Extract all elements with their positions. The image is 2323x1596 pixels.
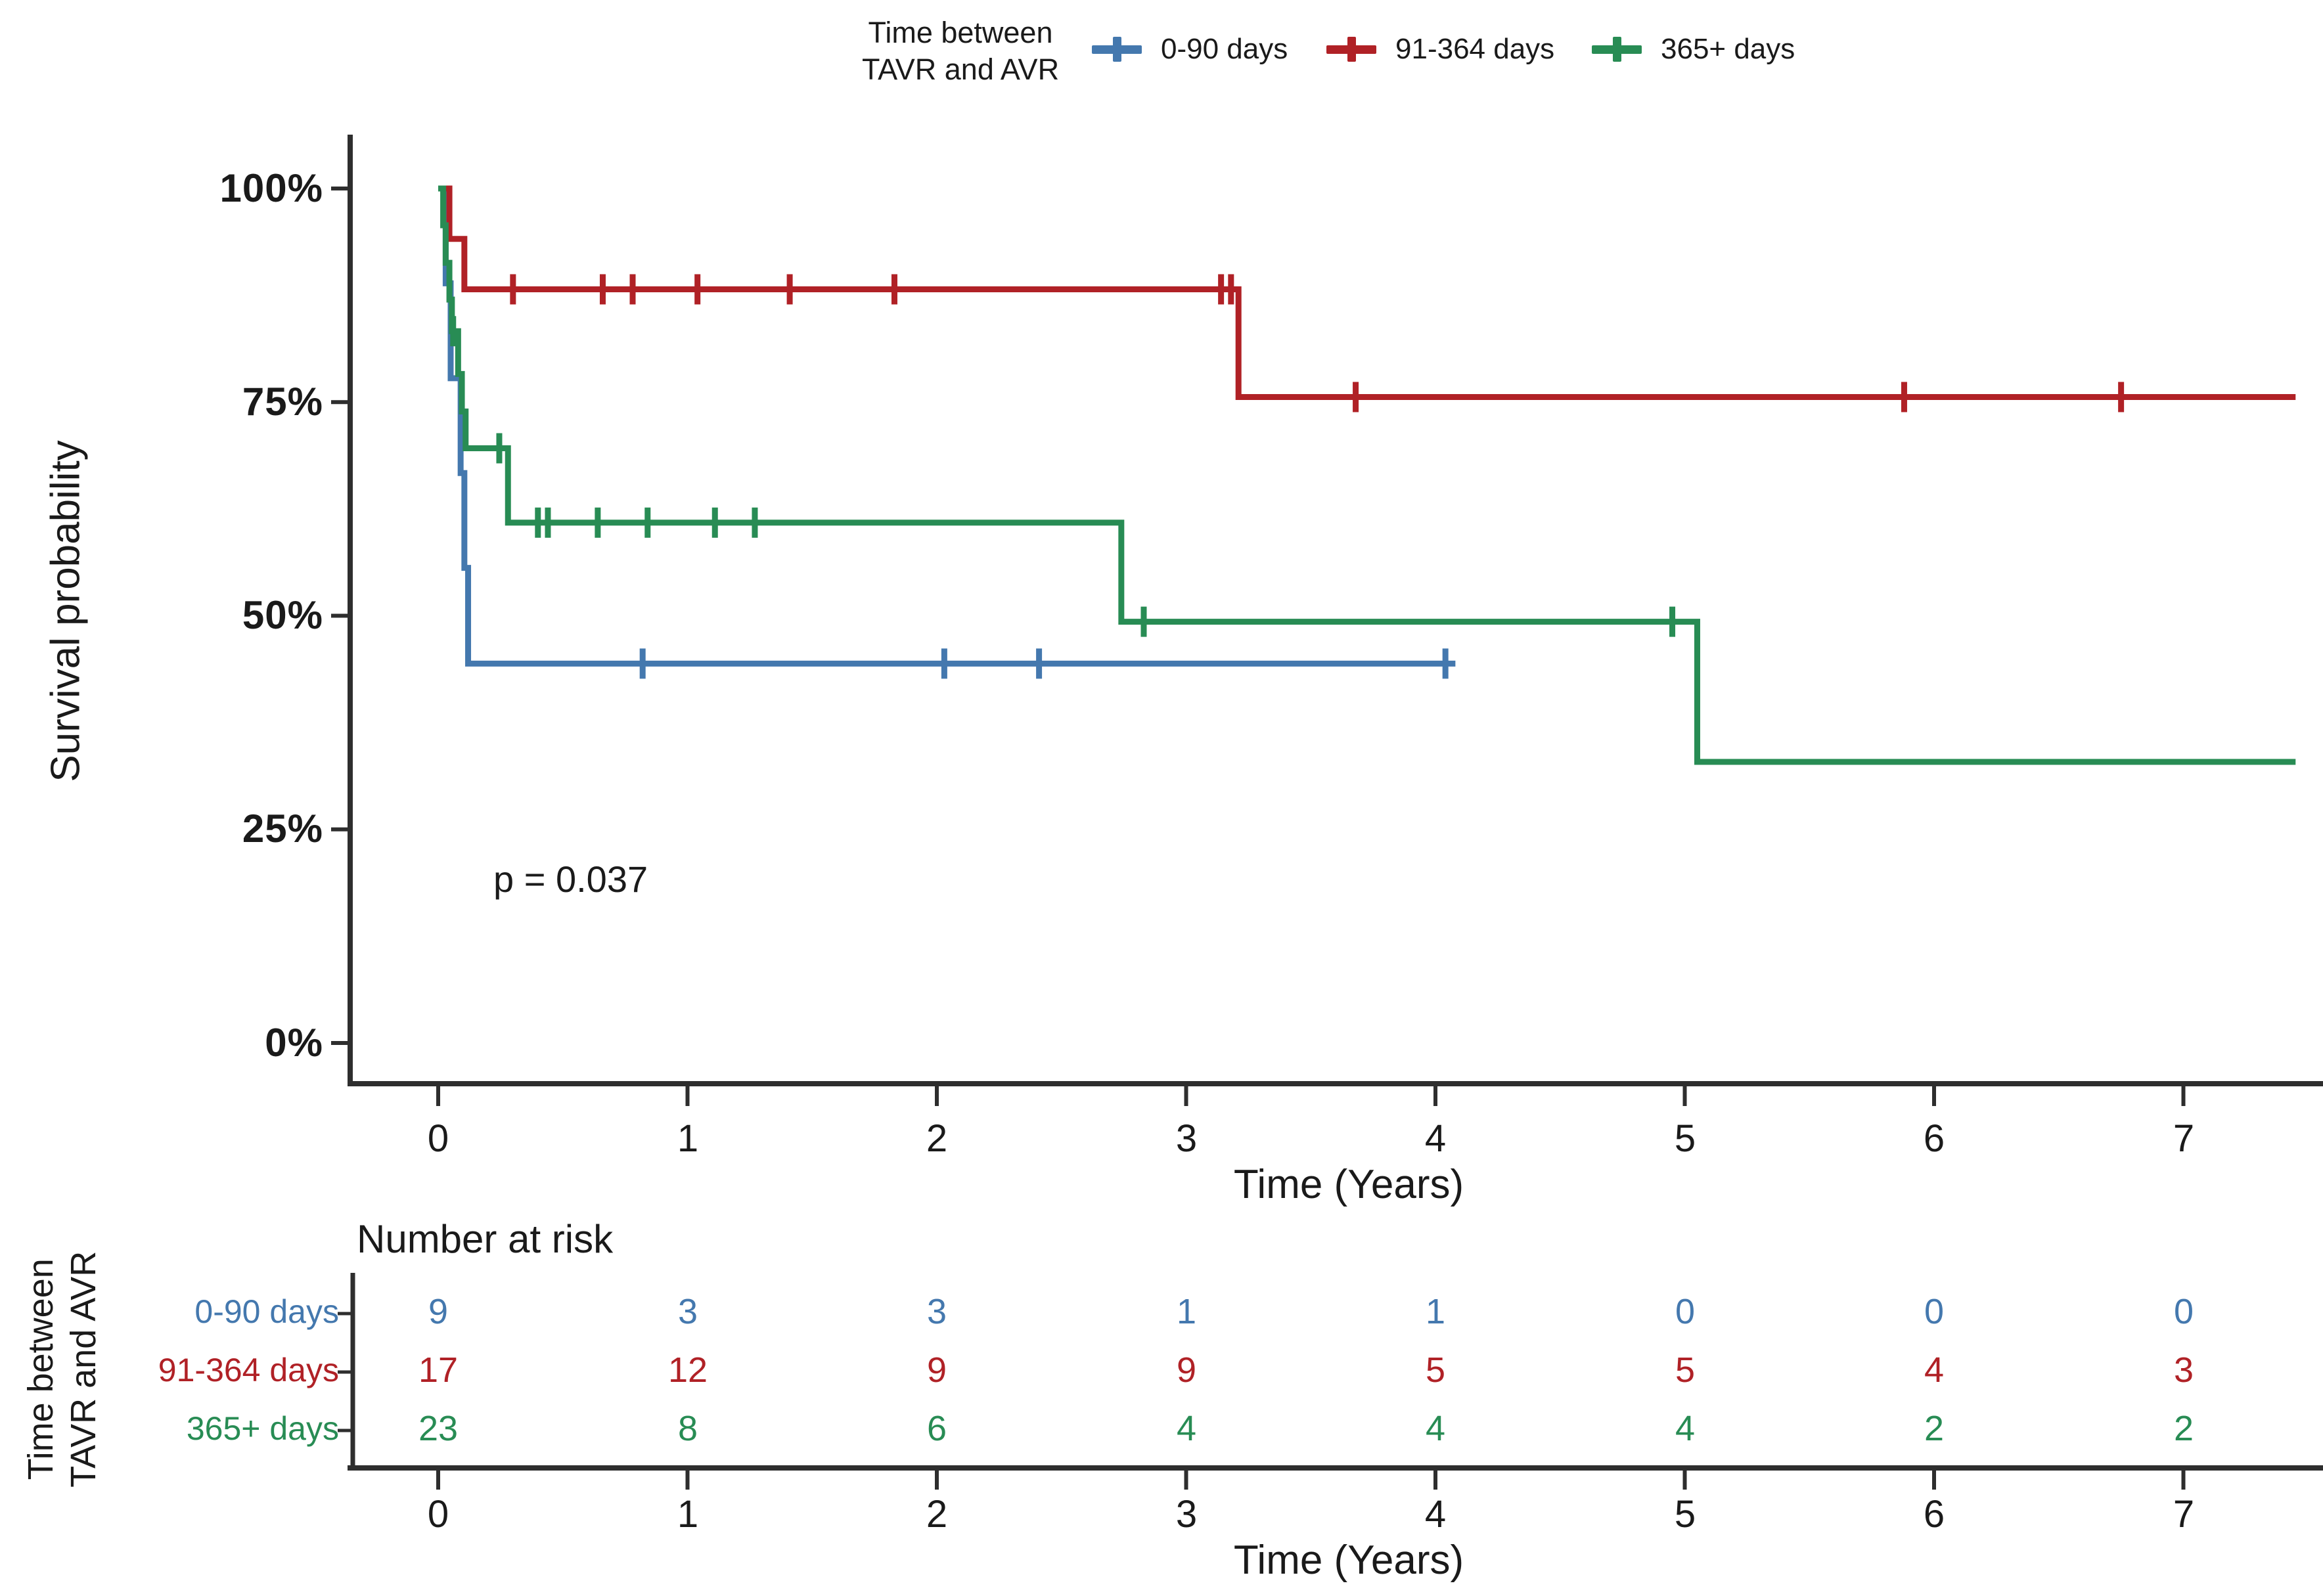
legend-key-censor-icon: [1347, 37, 1356, 62]
risk-x-axis-title: Time (Years): [1233, 1538, 1464, 1583]
x-axis-title: Time (Years): [1233, 1162, 1464, 1207]
risk-count: 9: [1176, 1350, 1197, 1390]
y-tick-75: 75%: [242, 380, 323, 424]
x-tick-5: 5: [1674, 1117, 1696, 1160]
legend-label-365plus: 365+ days: [1661, 33, 1795, 65]
risk-count: 4: [1924, 1350, 1945, 1390]
risk-count: 4: [1425, 1409, 1446, 1448]
legend-title: Time between TAVR and AVR: [823, 14, 1098, 89]
km-curve-91-364-days: [438, 185, 2296, 400]
risk-count: 2: [1924, 1409, 1945, 1448]
y-tick-25: 25%: [242, 807, 323, 851]
km-curve-365-days: [438, 185, 2296, 765]
risk-x-tick-7: 7: [2173, 1493, 2195, 1536]
legend-label-0-90: 0-90 days: [1161, 33, 1288, 65]
legend-key-censor-icon: [1613, 37, 1621, 62]
x-tick-2: 2: [926, 1117, 948, 1160]
risk-x-tick-6: 6: [1923, 1493, 1945, 1536]
x-tick-3: 3: [1175, 1117, 1198, 1160]
risk-count: 5: [1675, 1350, 1696, 1390]
x-tick-4: 4: [1424, 1117, 1447, 1160]
risk-x-tick-0: 0: [427, 1493, 449, 1536]
risk-count: 3: [677, 1292, 698, 1331]
y-tick-0: 0%: [265, 1021, 323, 1065]
risk-row-label-91-364: 91-364 days: [158, 1352, 339, 1388]
risk-x-tick-2: 2: [926, 1493, 948, 1536]
legend-label-91-364: 91-364 days: [1395, 33, 1555, 65]
risk-x-tick-1: 1: [677, 1493, 699, 1536]
risk-count: 9: [428, 1292, 449, 1331]
risk-count: 9: [926, 1350, 947, 1390]
y-axis-title: Survival probability: [43, 440, 89, 782]
risk-group-axis-line1: Time between: [21, 1258, 61, 1480]
risk-count: 4: [1675, 1409, 1696, 1448]
risk-count: 1: [1425, 1292, 1446, 1331]
legend-title-line2: TAVR and AVR: [861, 53, 1060, 87]
risk-count: 23: [418, 1409, 459, 1448]
x-tick-1: 1: [677, 1117, 699, 1160]
risk-x-tick-4: 4: [1424, 1493, 1447, 1536]
risk-count: 17: [418, 1350, 459, 1390]
risk-table-title: Number at risk: [357, 1217, 614, 1261]
risk-count: 8: [677, 1409, 698, 1448]
risk-count: 1: [1176, 1292, 1197, 1331]
risk-count: 3: [926, 1292, 947, 1331]
risk-count: 5: [1425, 1350, 1446, 1390]
risk-count: 3: [2173, 1350, 2194, 1390]
risk-count: 4: [1176, 1409, 1197, 1448]
legend-key-censor-icon: [1113, 37, 1121, 62]
risk-count: 6: [926, 1409, 947, 1448]
p-value-annotation: p = 0.037: [493, 858, 648, 900]
legend-title-line1: Time between: [868, 16, 1053, 49]
x-tick-0: 0: [427, 1117, 449, 1160]
risk-count: 0: [1675, 1292, 1696, 1331]
risk-count: 2: [2173, 1409, 2194, 1448]
risk-row-label-0-90: 0-90 days: [194, 1293, 339, 1330]
risk-x-tick-3: 3: [1175, 1493, 1198, 1536]
risk-count: 0: [1924, 1292, 1945, 1331]
risk-x-tick-5: 5: [1674, 1493, 1696, 1536]
y-tick-100: 100%: [219, 166, 323, 210]
x-tick-6: 6: [1923, 1117, 1945, 1160]
risk-row-label-365: 365+ days: [186, 1410, 339, 1447]
y-tick-50: 50%: [242, 593, 323, 637]
x-tick-7: 7: [2173, 1117, 2195, 1160]
km-curve-0-90-days: [438, 185, 1456, 667]
risk-count: 0: [2173, 1292, 2194, 1331]
risk-count: 12: [667, 1350, 708, 1390]
